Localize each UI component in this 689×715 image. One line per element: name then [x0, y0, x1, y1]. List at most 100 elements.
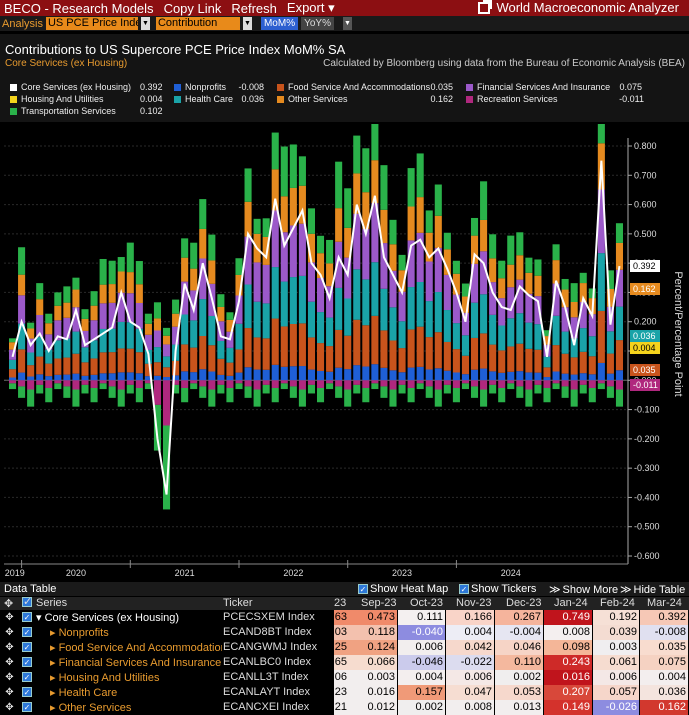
hide-table-button[interactable]: ≫ Hide Table — [620, 583, 685, 597]
chevron-down-icon[interactable]: ▼ — [242, 17, 252, 30]
show-more-button[interactable]: ≫ Show More — [549, 583, 618, 597]
legend-item[interactable]: Nonprofits -0.008 — [174, 82, 264, 92]
series-name[interactable]: ▸ Health Care — [50, 686, 222, 699]
col-series[interactable]: Series — [36, 597, 68, 609]
expand-arrow-icon[interactable]: ▸ — [50, 642, 59, 654]
move-handle-icon[interactable]: ✥ — [5, 642, 14, 653]
legend-item[interactable]: Transportation Services 0.102 — [10, 106, 163, 116]
table-row[interactable]: ✥ ✓ ▸ Financial Services And Insurance ECAN… — [0, 655, 689, 670]
checkbox-icon[interactable]: ✓ — [22, 596, 33, 608]
menu-export[interactable]: Export ▾ — [286, 0, 335, 15]
expand-arrow-icon[interactable]: ▸ — [50, 672, 59, 684]
ticker-cell[interactable]: ECANCXEI Index — [223, 701, 310, 713]
show-heat-map-toggle[interactable]: ✓ Show Heat Map — [358, 583, 448, 595]
table-row[interactable]: ✥ ✓ ▸ Health Care ECANLAYT Index 23 0.016 0.15… — [0, 685, 689, 700]
checkbox-icon[interactable]: ✓ — [22, 687, 32, 697]
ticker-cell[interactable]: ECANLBC0 Index — [223, 656, 312, 668]
checkbox-icon[interactable]: ✓ — [22, 672, 32, 682]
bar-segment — [344, 298, 352, 336]
legend-item[interactable]: Housing And Utilities 0.004 — [10, 94, 163, 104]
bar-segment — [27, 322, 35, 329]
col-month[interactable]: Sep-23 — [361, 597, 397, 609]
ticker-cell[interactable]: ECAND8BT Index — [223, 626, 312, 638]
col-month[interactable]: Dec-23 — [506, 597, 542, 609]
table-row[interactable]: ✥ ✓ ▸ Housing And Utilities ECANLL3T Index 0… — [0, 670, 689, 685]
ticker-cell[interactable]: ECANLAYT Index — [223, 686, 311, 698]
bar-segment — [307, 337, 316, 370]
series-name[interactable]: ▾ Core Services (ex Housing) — [36, 611, 222, 624]
checkbox-icon[interactable]: ✓ — [459, 584, 469, 594]
col-ticker[interactable]: Ticker — [223, 597, 253, 609]
bar-segment — [126, 322, 134, 349]
col-partial[interactable]: 23 — [334, 597, 347, 609]
value-cell: 0.047 — [446, 685, 494, 700]
value-cell: -0.026 — [593, 700, 639, 715]
bar-segment — [525, 272, 533, 294]
bar-segment — [90, 374, 98, 381]
checkbox-icon[interactable]: ✓ — [22, 702, 32, 712]
stacked-bar-chart[interactable]: 0.8000.7000.6000.5000.4000.3000.2000.100… — [0, 124, 689, 580]
series-name[interactable]: ▸ Nonprofits — [50, 626, 222, 639]
bar-segment — [135, 380, 143, 388]
menu-refresh[interactable]: Refresh — [231, 0, 277, 16]
checkbox-icon[interactable]: ✓ — [22, 627, 32, 637]
app-title[interactable]: World Macroeconomic Analyzer — [478, 0, 679, 15]
series-name[interactable]: ▸ Housing And Utilities — [50, 671, 222, 684]
bar-segment — [235, 258, 243, 275]
menu-copy-link[interactable]: Copy Link — [163, 0, 222, 16]
table-row[interactable]: ✥ ✓ ▸ Food Service And Accommodations ECANG… — [0, 640, 689, 655]
legend-item[interactable]: Financial Services And Insurance 0.075 — [466, 82, 642, 92]
ticker-cell[interactable]: ECANLL3T Index — [223, 671, 309, 683]
ticker-cell[interactable]: ECANGWMJ Index — [223, 641, 318, 653]
series-selector[interactable]: US PCE Price Inde — [45, 17, 138, 30]
col-month[interactable]: Nov-23 — [456, 597, 492, 609]
col-month[interactable]: Jan-24 — [554, 597, 588, 609]
latest-value-tag — [630, 364, 660, 376]
col-month[interactable]: Feb-24 — [600, 597, 635, 609]
table-row[interactable]: ✥ ✓ ▸ Nonprofits ECAND8BT Index 03 0.118 -0.04… — [0, 625, 689, 640]
menu-beco[interactable]: BECO - Research Models — [4, 0, 154, 16]
checkbox-icon[interactable]: ✓ — [22, 612, 32, 622]
move-handle-icon[interactable]: ✥ — [5, 702, 14, 713]
move-handle-icon[interactable]: ✥ — [5, 627, 14, 638]
move-handle-icon[interactable]: ✥ — [5, 612, 14, 623]
legend-item[interactable]: Other Services 0.162 — [277, 94, 453, 104]
expand-arrow-icon[interactable]: ▸ — [50, 657, 59, 669]
expand-arrow-icon[interactable]: ▸ — [50, 702, 59, 714]
move-handle-icon[interactable]: ✥ — [5, 657, 14, 668]
expand-arrow-icon[interactable]: ▾ — [36, 612, 45, 624]
bar-segment — [90, 358, 98, 375]
checkbox-icon[interactable]: ✓ — [358, 584, 368, 594]
checkbox-icon[interactable]: ✓ — [22, 657, 32, 667]
chevron-down-icon[interactable]: ▼ — [140, 17, 150, 30]
bar-segment — [117, 321, 125, 349]
mode-selector[interactable]: Contribution — [155, 17, 240, 30]
legend-item[interactable]: Food Service And Accommodations 0.035 — [277, 82, 453, 92]
col-month[interactable]: Mar-24 — [647, 597, 682, 609]
bar-segment — [389, 270, 397, 308]
table-row[interactable]: ✥ ✓ ▸ Other Services ECANCXEI Index 21 0.012 0… — [0, 700, 689, 715]
series-name[interactable]: ▸ Food Service And Accommodations — [50, 641, 222, 654]
expand-arrow-icon[interactable]: ▸ — [50, 687, 59, 699]
legend-item[interactable]: Health Care 0.036 — [174, 94, 264, 104]
legend-item[interactable]: Core Services (ex Housing) 0.392 — [10, 82, 163, 92]
col-month[interactable]: Oct-23 — [410, 597, 444, 609]
show-tickers-toggle[interactable]: ✓ Show Tickers — [459, 583, 536, 595]
checkbox-icon[interactable]: ✓ — [22, 642, 32, 652]
series-name[interactable]: ▸ Other Services — [50, 701, 222, 714]
expand-arrow-icon[interactable]: ▸ — [50, 627, 59, 639]
bar-segment — [36, 384, 44, 394]
options-dropdown-icon[interactable]: ▼ — [342, 17, 352, 30]
move-handle-icon[interactable]: ✥ — [5, 687, 14, 698]
value-cell: -0.022 — [446, 655, 494, 670]
bar-segment — [470, 386, 479, 398]
yoy-toggle[interactable]: YoY% — [301, 17, 334, 30]
bar-segment — [72, 307, 80, 332]
table-row[interactable]: ✥ ✓ ▾ Core Services (ex Housing) PCECSXEM I… — [0, 610, 689, 625]
bar-segment — [280, 383, 288, 390]
move-handle-icon[interactable]: ✥ — [5, 672, 14, 683]
ticker-cell[interactable]: PCECSXEM Index — [223, 611, 315, 623]
series-name[interactable]: ▸ Financial Services And Insurance — [50, 656, 222, 669]
mom-toggle[interactable]: MoM% — [260, 17, 299, 30]
legend-item[interactable]: Recreation Services -0.011 — [466, 94, 644, 104]
